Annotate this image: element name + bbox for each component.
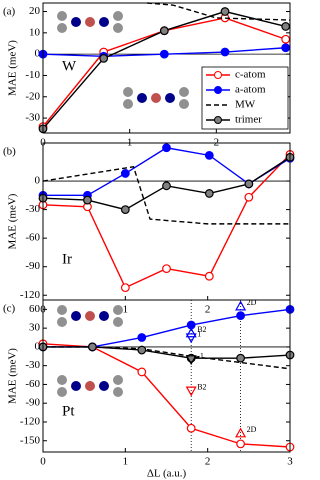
- data-point: [120, 205, 130, 215]
- panel-label: (c): [3, 303, 16, 315]
- panel-label: (b): [3, 146, 16, 158]
- y-axis-label: MAE (meV): [7, 40, 19, 96]
- data-point: [281, 22, 291, 31]
- data-point: [244, 192, 254, 202]
- annotation-marker: [235, 427, 247, 438]
- data-point: [120, 169, 130, 178]
- y-axis-label: MAE (meV): [7, 193, 19, 249]
- data-point: [159, 26, 169, 36]
- x-axis-label: ΔL (a.u.): [147, 468, 187, 480]
- y-tick-label: -60: [25, 232, 40, 244]
- element-label: Pt: [62, 403, 75, 419]
- data-point: [281, 34, 291, 44]
- y-tick-label: -90: [25, 397, 40, 409]
- plot-frame: [42, 142, 291, 301]
- y-tick-label: 60: [29, 303, 41, 315]
- y-tick-label: -150: [20, 434, 41, 446]
- data-point: [99, 54, 109, 63]
- series-line: [42, 166, 290, 225]
- y-tick-label: 0: [35, 48, 41, 60]
- data-point: [162, 181, 171, 191]
- y-tick-label: -20: [25, 90, 40, 102]
- data-point: [162, 143, 171, 153]
- legend-label: MW: [235, 99, 256, 111]
- annotation-label: -1: [197, 351, 204, 360]
- data-point: [137, 367, 147, 377]
- y-tick-label: -120: [20, 416, 41, 428]
- annotation-label: 1: [197, 329, 201, 338]
- y-tick-label: 30: [29, 322, 41, 334]
- legend-marker: [214, 116, 222, 124]
- x-tick-label: 1: [123, 456, 129, 468]
- annotation-marker: [185, 333, 197, 344]
- annotation-label: 2D: [247, 425, 257, 434]
- annotation-label: 2D: [247, 298, 257, 307]
- annotation-label: B2: [197, 383, 206, 392]
- data-point: [137, 333, 147, 342]
- plot-frame: [42, 2, 291, 134]
- element-label: W: [62, 58, 77, 74]
- data-point: [220, 47, 230, 57]
- data-point: [236, 353, 246, 363]
- data-point: [204, 271, 214, 281]
- y-tick-label: -120: [20, 289, 41, 301]
- x-tick-label: 0: [40, 456, 46, 468]
- y-tick-label: -30: [25, 359, 40, 371]
- y-axis-label: MAE (meV): [7, 348, 19, 404]
- legend-label: trimer: [235, 114, 262, 126]
- y-tick-label: -30: [25, 203, 40, 215]
- data-point: [83, 195, 92, 205]
- y-tick-label: -30: [25, 112, 40, 124]
- x-tick-label: 3: [287, 456, 293, 468]
- y-tick-label: 0: [35, 175, 41, 187]
- data-point: [186, 423, 196, 433]
- data-point: [220, 7, 230, 16]
- legend-label: c-atom: [235, 69, 266, 81]
- y-tick-label: 10: [29, 26, 41, 38]
- panel-label: (a): [3, 6, 16, 18]
- data-point: [120, 283, 130, 293]
- y-tick-label: -60: [25, 378, 40, 390]
- y-tick-label: 20: [29, 5, 41, 17]
- data-point: [162, 264, 171, 274]
- element-label: Ir: [62, 251, 72, 267]
- annotation-marker: [185, 355, 197, 366]
- plot-frame: [42, 299, 291, 453]
- y-tick-label: -10: [25, 69, 40, 81]
- cluster-icons: [57, 11, 189, 397]
- data-point: [281, 43, 291, 53]
- annotation-label: B2: [197, 325, 206, 334]
- annotation-marker: [185, 386, 197, 397]
- data-point: [236, 439, 246, 449]
- x-tick-label: 2: [205, 304, 211, 316]
- data-point: [204, 150, 214, 160]
- legend-label: a-atom: [235, 84, 266, 96]
- y-tick-label: 0: [35, 340, 41, 352]
- data-point: [137, 345, 147, 355]
- data-point: [236, 311, 246, 321]
- series-line: [43, 346, 291, 359]
- annotation-marker: [235, 300, 247, 311]
- x-tick-label: 2: [205, 456, 211, 468]
- data-point: [244, 179, 254, 189]
- data-point: [204, 189, 214, 198]
- data-point: [87, 342, 97, 352]
- x-tick-label: 1: [123, 304, 129, 316]
- y-tick-label: -90: [25, 260, 40, 272]
- legend-marker: [214, 86, 222, 94]
- series-line: [146, 2, 291, 21]
- data-point: [159, 49, 169, 59]
- legend-marker: [214, 71, 222, 79]
- annotation-marker: [185, 327, 197, 338]
